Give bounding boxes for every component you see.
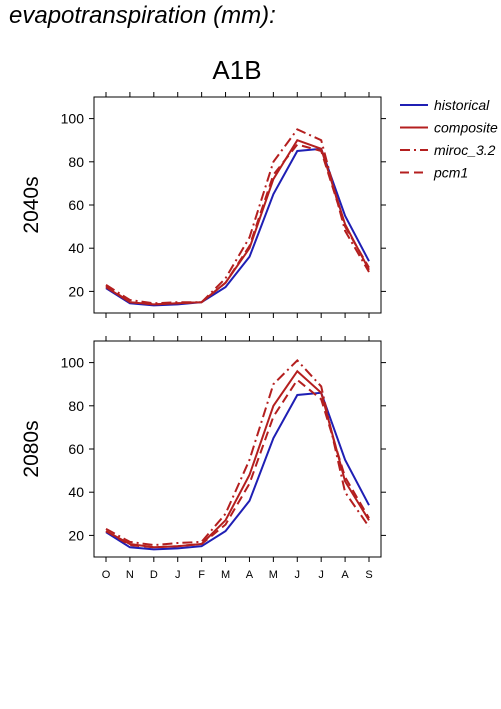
series-line-pcm1	[105, 143, 370, 306]
y-tick-label: 60	[68, 197, 84, 213]
y-tick-label: 80	[68, 154, 84, 170]
y-tick-label: 40	[68, 484, 84, 500]
x-tick-label: F	[198, 569, 205, 581]
chart-title: A1B	[212, 55, 261, 85]
panel-label: 2040s	[20, 176, 43, 233]
y-tick-label: 20	[68, 527, 84, 543]
y-tick-label: 60	[68, 441, 84, 457]
series-line-composite	[105, 369, 370, 549]
legend-label: historical	[434, 97, 490, 113]
x-tick-label: S	[365, 569, 372, 581]
x-tick-label: N	[126, 569, 134, 581]
y-tick-label: 80	[68, 398, 84, 414]
page-title: evapotranspiration (mm):	[9, 2, 276, 29]
series-line-composite	[105, 138, 370, 306]
legend-label: composite	[434, 120, 498, 136]
x-tick-label: M	[221, 569, 230, 581]
x-tick-label: D	[150, 569, 158, 581]
x-tick-label: M	[269, 569, 278, 581]
x-tick-label: O	[102, 569, 111, 581]
panel-2040s: 20 40 60 80 100 2040s	[20, 92, 386, 318]
series-line-pcm1	[105, 378, 370, 549]
y-tick-label: 40	[68, 240, 84, 256]
y-tick-label: 100	[61, 355, 85, 371]
legend-label: pcm1	[433, 165, 468, 181]
series-line-historical	[105, 391, 370, 551]
panel-2080s: 20 40 60 80 100 O N D J F M A M J J A S 2080s	[20, 336, 386, 581]
x-tick-label: A	[246, 569, 254, 581]
panel-label: 2080s	[20, 420, 43, 477]
x-tick-label: J	[175, 569, 181, 581]
x-tick-label: J	[318, 569, 324, 581]
plot-frame	[93, 340, 382, 558]
y-tick-label: 100	[61, 111, 85, 127]
y-tick-label: 20	[68, 283, 84, 299]
x-tick-label: J	[295, 569, 301, 581]
legend: historical composite miroc_3.2 pcm1	[400, 97, 498, 181]
series-line-miroc-3-2	[105, 358, 370, 547]
x-tick-label: A	[341, 569, 349, 581]
series-line-miroc-3-2	[105, 128, 370, 305]
legend-label: miroc_3.2	[434, 142, 496, 158]
